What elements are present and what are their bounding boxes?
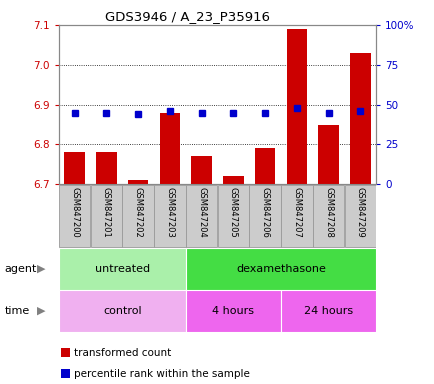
Text: dexamethasone: dexamethasone [236,264,325,274]
Bar [185,185,217,247]
Text: GSM847206: GSM847206 [260,187,269,238]
Bar [59,290,185,332]
Bar [280,185,312,247]
Text: 4 hours: 4 hours [212,306,254,316]
Text: GSM847202: GSM847202 [133,187,142,238]
Text: GSM847207: GSM847207 [292,187,301,238]
Bar [318,124,338,184]
Bar [154,185,185,247]
Bar [312,185,344,247]
Bar [191,156,211,184]
Bar [90,185,122,247]
Text: ▶: ▶ [37,264,46,274]
Bar [217,185,249,247]
Bar [349,53,370,184]
Text: GSM847203: GSM847203 [165,187,174,238]
Bar [122,185,154,247]
Text: GDS3946 / A_23_P35916: GDS3946 / A_23_P35916 [104,10,269,23]
Text: GSM847205: GSM847205 [228,187,237,238]
Text: percentile rank within the sample: percentile rank within the sample [74,369,249,379]
Bar [59,248,185,290]
Bar [128,180,148,184]
Text: GSM847209: GSM847209 [355,187,364,238]
Text: time: time [4,306,30,316]
Text: 24 hours: 24 hours [303,306,352,316]
Bar [286,29,306,184]
Bar [280,290,375,332]
Bar [344,185,375,247]
Text: GSM847200: GSM847200 [70,187,79,238]
Text: GSM847201: GSM847201 [102,187,111,238]
Bar [64,152,85,184]
Bar [59,185,90,247]
Bar [185,290,280,332]
Text: ▶: ▶ [37,306,46,316]
Bar [159,113,180,184]
Text: agent: agent [4,264,36,274]
Bar [249,185,280,247]
Bar [185,248,375,290]
Text: GSM847208: GSM847208 [323,187,332,238]
Text: transformed count: transformed count [74,348,171,358]
Text: untreated: untreated [95,264,149,274]
Bar [96,152,116,184]
Bar [223,176,243,184]
Text: GSM847204: GSM847204 [197,187,206,238]
Bar [254,149,275,184]
Text: control: control [103,306,141,316]
